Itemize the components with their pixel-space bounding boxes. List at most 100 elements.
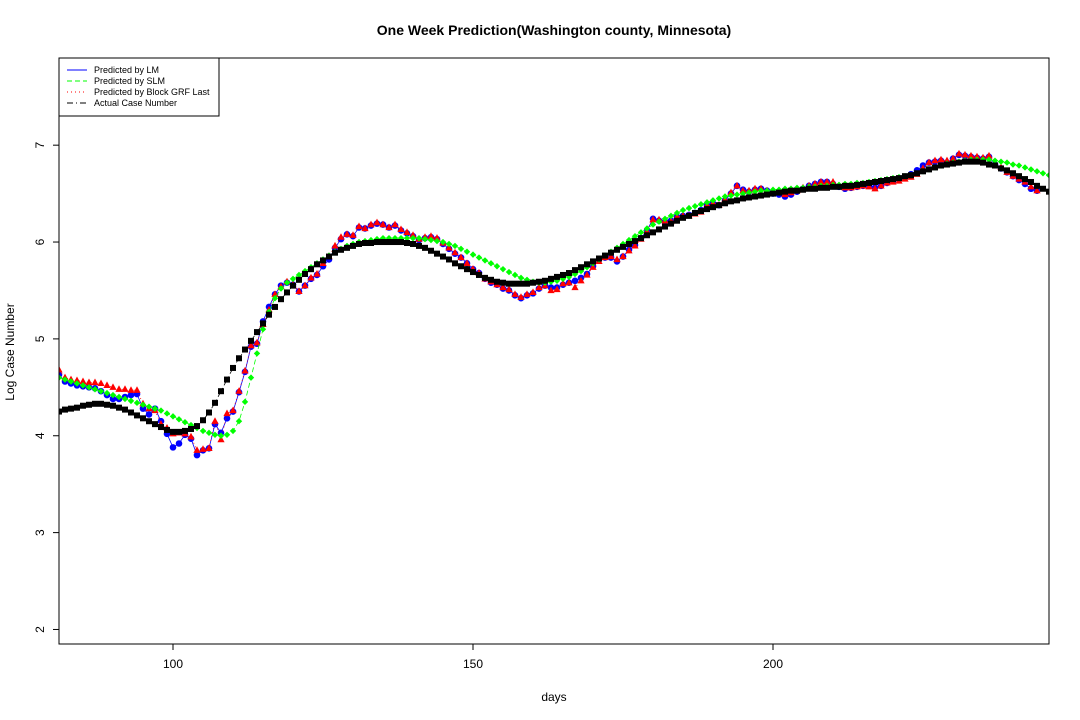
data-point xyxy=(74,404,80,411)
data-point xyxy=(499,283,507,291)
data-point xyxy=(992,162,998,169)
data-point xyxy=(643,225,651,232)
data-point xyxy=(1027,166,1035,173)
data-point xyxy=(290,282,296,289)
data-point xyxy=(403,228,411,235)
data-point xyxy=(211,431,219,438)
data-point xyxy=(296,276,302,283)
data-point xyxy=(367,220,375,228)
data-point xyxy=(770,190,776,197)
data-point xyxy=(242,346,248,353)
data-point xyxy=(751,184,759,192)
data-point xyxy=(91,378,99,386)
data-point xyxy=(565,278,573,286)
data-point xyxy=(757,187,765,194)
data-point xyxy=(578,264,584,271)
data-point xyxy=(373,218,381,226)
data-point xyxy=(163,410,171,417)
data-point xyxy=(356,240,362,247)
data-point xyxy=(842,182,848,189)
data-point xyxy=(361,224,369,232)
data-point xyxy=(967,151,975,159)
data-point xyxy=(206,409,212,416)
data-point xyxy=(518,280,524,287)
data-point xyxy=(223,415,231,422)
data-point xyxy=(956,159,962,166)
data-point xyxy=(745,189,753,196)
data-point xyxy=(164,426,170,433)
data-point xyxy=(626,240,632,247)
x-tick-label: 100 xyxy=(163,657,183,671)
data-point xyxy=(944,161,950,168)
data-point xyxy=(1045,172,1049,179)
data-point xyxy=(128,409,134,416)
data-point xyxy=(386,239,392,246)
data-point xyxy=(1027,182,1035,190)
data-point xyxy=(145,403,153,410)
data-point xyxy=(487,260,495,267)
data-point xyxy=(212,399,218,406)
data-point xyxy=(613,255,621,263)
data-point xyxy=(733,181,741,189)
data-point xyxy=(517,274,525,282)
data-point xyxy=(247,341,255,349)
data-point xyxy=(1009,161,1017,168)
data-point xyxy=(1028,178,1034,185)
data-point xyxy=(530,279,536,286)
data-point xyxy=(103,381,111,388)
data-point xyxy=(229,406,237,414)
data-point xyxy=(182,427,188,434)
data-point xyxy=(866,179,872,186)
plot-frame xyxy=(58,57,1050,645)
data-point xyxy=(896,175,902,182)
data-point xyxy=(374,239,380,246)
data-point xyxy=(962,158,968,165)
data-point xyxy=(632,238,638,245)
data-point xyxy=(440,253,446,260)
legend-label: Predicted by LM xyxy=(94,65,159,75)
data-point xyxy=(385,223,393,231)
data-point xyxy=(283,279,291,286)
data-point xyxy=(823,177,831,185)
data-point xyxy=(133,386,141,393)
data-point xyxy=(1033,186,1041,194)
data-point xyxy=(908,172,914,179)
legend-box xyxy=(58,57,220,117)
data-point xyxy=(877,181,885,189)
x-axis-label: days xyxy=(541,690,566,704)
data-point xyxy=(109,383,117,390)
data-point xyxy=(517,293,525,300)
data-point xyxy=(499,265,507,273)
data-point xyxy=(278,296,284,303)
data-point xyxy=(85,378,93,386)
data-point xyxy=(62,406,68,413)
data-point xyxy=(59,408,62,415)
data-point xyxy=(884,177,890,184)
data-point xyxy=(602,252,608,259)
data-point xyxy=(668,220,674,227)
data-point xyxy=(73,380,81,387)
data-point xyxy=(403,234,411,242)
data-point xyxy=(529,288,537,295)
data-point xyxy=(169,413,177,420)
legend-label: Actual Case Number xyxy=(94,98,177,108)
y-tick-label: 7 xyxy=(33,142,47,149)
data-point xyxy=(230,364,236,371)
y-tick-label: 4 xyxy=(33,432,47,439)
data-point xyxy=(343,230,351,237)
data-point xyxy=(97,379,105,387)
data-point xyxy=(284,289,290,296)
data-point xyxy=(79,382,87,389)
data-point xyxy=(1022,176,1028,183)
data-point xyxy=(536,278,542,285)
data-point xyxy=(349,231,357,238)
data-point xyxy=(277,285,285,292)
data-point xyxy=(788,187,794,194)
data-point xyxy=(427,232,435,239)
y-tick-label: 5 xyxy=(33,335,47,342)
data-point xyxy=(98,400,104,407)
data-point xyxy=(295,271,303,279)
data-point xyxy=(661,215,669,222)
data-point xyxy=(380,239,386,246)
